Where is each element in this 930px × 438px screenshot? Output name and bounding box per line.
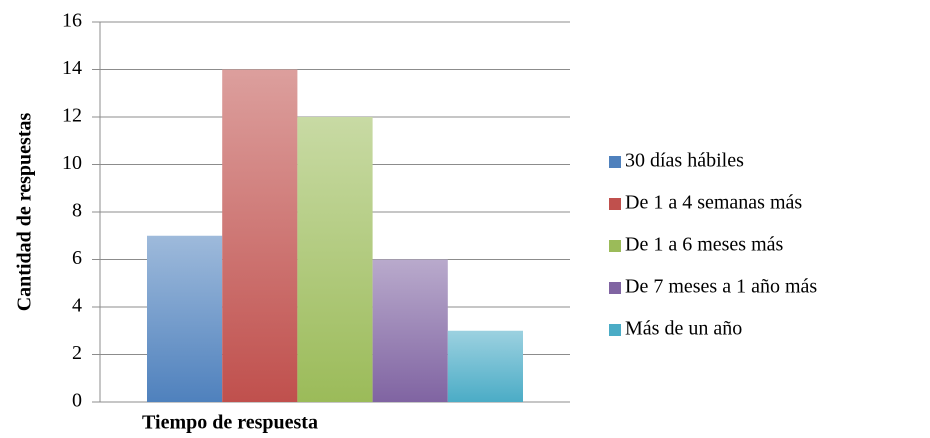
- legend-swatch: [609, 324, 621, 336]
- legend-label: Más de un año: [625, 318, 742, 340]
- legend-label: De 1 a 4 semanas más: [625, 192, 802, 214]
- legend-label: 30 días hábiles: [625, 150, 744, 172]
- legend-swatch: [609, 240, 621, 252]
- y-tick-label: 6: [72, 247, 82, 269]
- y-tick-label: 2: [72, 342, 82, 364]
- y-tick-label: 14: [62, 57, 82, 79]
- x-axis-label: Tiempo de respuesta: [142, 412, 318, 434]
- y-tick-label: 16: [62, 10, 82, 32]
- y-tick-label: 0: [72, 390, 82, 412]
- legend-label: De 7 meses a 1 año más: [625, 276, 817, 298]
- legend-label: De 1 a 6 meses más: [625, 234, 784, 256]
- bar: [297, 117, 373, 402]
- bar: [222, 69, 298, 402]
- bar: [447, 330, 523, 402]
- y-axis-label: Cantidad de respuestas: [14, 113, 36, 312]
- bar: [372, 259, 448, 402]
- y-tick-label: 10: [62, 152, 82, 174]
- legend-swatch: [609, 198, 621, 210]
- legend-swatch: [609, 156, 621, 168]
- legend-swatch: [609, 282, 621, 294]
- bar: [147, 235, 223, 402]
- y-tick-label: 4: [72, 295, 82, 317]
- y-tick-label: 8: [72, 200, 82, 222]
- y-tick-label: 12: [62, 105, 82, 127]
